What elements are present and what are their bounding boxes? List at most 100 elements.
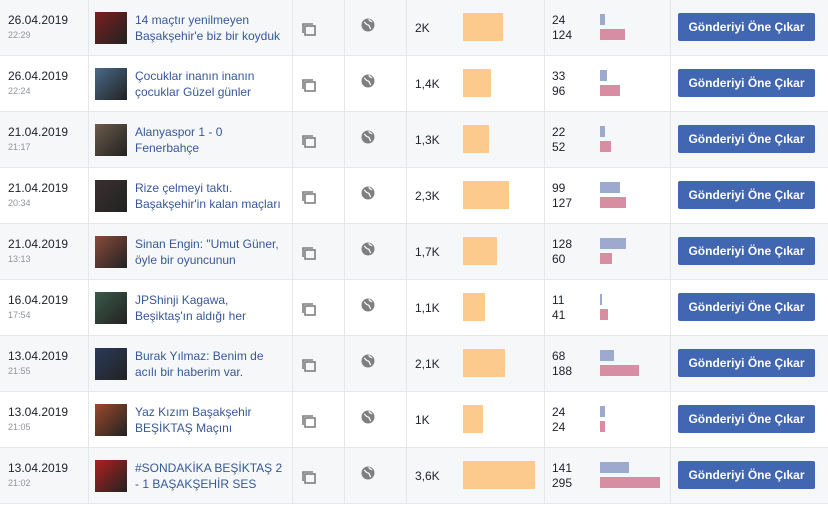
column-separator	[88, 56, 89, 112]
post-title[interactable]: Fenerbahçe	[135, 141, 200, 155]
column-separator	[292, 336, 293, 392]
engagement-bar	[600, 141, 611, 152]
boost-post-button[interactable]: Gönderiyi Öne Çıkar	[678, 405, 815, 433]
boost-post-button[interactable]: Gönderiyi Öne Çıkar	[678, 13, 815, 41]
engagement-count: 99	[552, 181, 566, 195]
post-title[interactable]: Sinan Engin: "Umut Güner,	[135, 237, 279, 251]
column-separator	[344, 224, 345, 280]
privacy-icon	[361, 18, 375, 32]
post-title[interactable]: Rize çelmeyi taktı.	[135, 181, 233, 195]
post-title[interactable]: Beşiktaş'ın aldığı her	[135, 309, 247, 323]
post-type-icon	[302, 23, 316, 36]
reach-bar	[463, 125, 489, 153]
column-separator	[88, 224, 89, 280]
post-thumbnail	[95, 180, 127, 212]
post-title[interactable]: - 1 BAŞAKŞEHİR SES	[135, 477, 257, 491]
post-type-icon	[302, 303, 316, 316]
engagement-count: 33	[552, 69, 566, 83]
engagement-bar	[600, 294, 603, 305]
column-separator	[406, 112, 407, 168]
post-row: 16.04.2019 17:54 JPShinji Kagawa, Beşiktaş'…	[0, 280, 828, 336]
reach-label: 2K	[415, 21, 430, 35]
privacy-icon	[361, 354, 375, 368]
column-separator	[88, 0, 89, 56]
post-title[interactable]: 14 maçtır yenilmeyen	[135, 13, 250, 27]
post-date: 21.04.2019	[8, 237, 69, 251]
column-separator	[670, 224, 671, 280]
reach-label: 1,4K	[415, 77, 440, 91]
post-title[interactable]: Başakşehir'in kalan maçları	[135, 197, 281, 211]
post-title[interactable]: Yaz Kızım Başakşehir	[135, 405, 252, 419]
boost-post-button[interactable]: Gönderiyi Öne Çıkar	[678, 181, 815, 209]
boost-post-button[interactable]: Gönderiyi Öne Çıkar	[678, 293, 815, 321]
column-separator	[670, 280, 671, 336]
column-separator	[292, 280, 293, 336]
boost-post-button[interactable]: Gönderiyi Öne Çıkar	[678, 237, 815, 265]
post-time: 21:02	[8, 478, 31, 488]
column-separator	[544, 0, 545, 56]
column-separator	[88, 336, 89, 392]
post-type-icon	[302, 247, 316, 260]
column-separator	[88, 448, 89, 504]
boost-post-button[interactable]: Gönderiyi Öne Çıkar	[678, 461, 815, 489]
post-title[interactable]: Alanyaspor 1 - 0	[135, 125, 223, 139]
column-separator	[406, 448, 407, 504]
column-separator	[88, 280, 89, 336]
column-separator	[344, 168, 345, 224]
post-title[interactable]: #SONDAKİKA BEŞİKTAŞ 2	[135, 461, 283, 475]
engagement-count: 188	[552, 364, 573, 378]
post-row: 21.04.2019 13:13 Sinan Engin: "Umut Güner,…	[0, 224, 828, 280]
column-separator	[292, 224, 293, 280]
boost-post-button[interactable]: Gönderiyi Öne Çıkar	[678, 125, 815, 153]
engagement-bar	[600, 477, 661, 488]
column-separator	[292, 0, 293, 56]
reach-bar	[463, 69, 491, 97]
column-separator	[406, 336, 407, 392]
column-separator	[88, 392, 89, 448]
post-time: 21:55	[8, 366, 31, 376]
post-title[interactable]: BEŞİKTAŞ Maçını	[135, 421, 233, 435]
post-title[interactable]: çocuklar Güzel günler	[135, 85, 252, 99]
boost-post-button[interactable]: Gönderiyi Öne Çıkar	[678, 69, 815, 97]
column-separator	[344, 336, 345, 392]
column-separator	[406, 280, 407, 336]
column-separator	[88, 112, 89, 168]
post-type-icon	[302, 359, 316, 372]
reach-label: 1,1K	[415, 301, 440, 315]
post-title[interactable]: öyle bir oyuncunun	[135, 253, 236, 267]
engagement-bar	[600, 309, 609, 320]
column-separator	[544, 224, 545, 280]
reach-label: 1K	[415, 413, 430, 427]
engagement-bar	[600, 238, 627, 249]
post-title[interactable]: JPShinji Kagawa,	[135, 293, 229, 307]
engagement-count: 68	[552, 349, 566, 363]
engagement-count: 24	[552, 13, 566, 27]
post-type-icon	[302, 79, 316, 92]
engagement-bar	[600, 350, 614, 361]
post-time: 13:13	[8, 254, 31, 264]
post-thumbnail	[95, 348, 127, 380]
column-separator	[670, 0, 671, 56]
post-title[interactable]: acılı bir haberim var.	[135, 365, 244, 379]
privacy-icon	[361, 186, 375, 200]
post-title[interactable]: Çocuklar inanın inanın	[135, 69, 255, 83]
engagement-count: 22	[552, 125, 566, 139]
privacy-icon	[361, 242, 375, 256]
post-type-icon	[302, 135, 316, 148]
column-separator	[544, 168, 545, 224]
column-separator	[292, 392, 293, 448]
post-row: 21.04.2019 20:34 Rize çelmeyi taktı. Başakş…	[0, 168, 828, 224]
engagement-count: 128	[552, 237, 573, 251]
reach-bar	[463, 405, 483, 433]
boost-post-button[interactable]: Gönderiyi Öne Çıkar	[678, 349, 815, 377]
post-date: 26.04.2019	[8, 69, 69, 83]
column-separator	[544, 336, 545, 392]
post-date: 13.04.2019	[8, 349, 69, 363]
column-separator	[544, 448, 545, 504]
column-separator	[344, 56, 345, 112]
engagement-count: 96	[552, 84, 566, 98]
post-title[interactable]: Başakşehir'e biz bir koyduk	[135, 29, 281, 43]
post-title[interactable]: Burak Yılmaz: Benim de	[135, 349, 264, 363]
column-separator	[670, 336, 671, 392]
engagement-bar	[600, 70, 607, 81]
